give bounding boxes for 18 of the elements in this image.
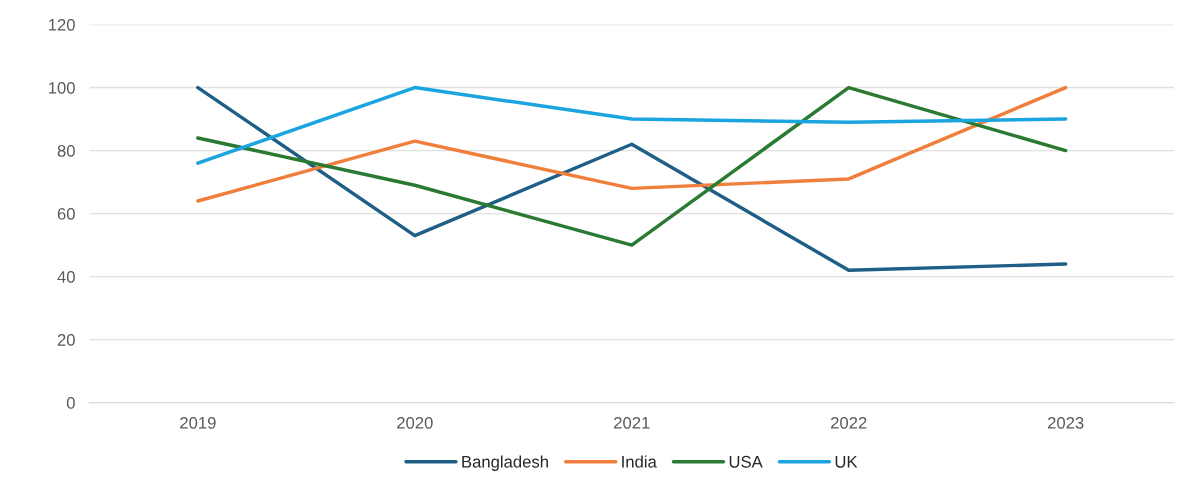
x-tick-label: 2021 bbox=[614, 416, 650, 429]
x-tick-label: 2019 bbox=[180, 416, 216, 429]
legend-label: Bangladesh bbox=[462, 455, 548, 471]
y-tick-label: 0 bbox=[66, 397, 75, 409]
legend-label: UK bbox=[835, 456, 858, 468]
y-tick-label: 120 bbox=[48, 18, 75, 31]
line-series bbox=[196, 85, 1068, 203]
line-series bbox=[196, 85, 1068, 165]
x-tick-label: 2023 bbox=[1047, 416, 1084, 429]
y-tick-label: 60 bbox=[57, 207, 75, 220]
y-tick-label: 40 bbox=[57, 271, 75, 283]
y-tick-label: 100 bbox=[48, 81, 75, 94]
y-tick-label: 20 bbox=[57, 334, 75, 346]
x-tick-label: 2020 bbox=[397, 416, 433, 429]
y-tick-label: 80 bbox=[57, 144, 75, 157]
legend-label: India bbox=[622, 455, 657, 468]
legend-label: USA bbox=[729, 455, 763, 468]
x-tick-label: 2022 bbox=[831, 416, 867, 429]
